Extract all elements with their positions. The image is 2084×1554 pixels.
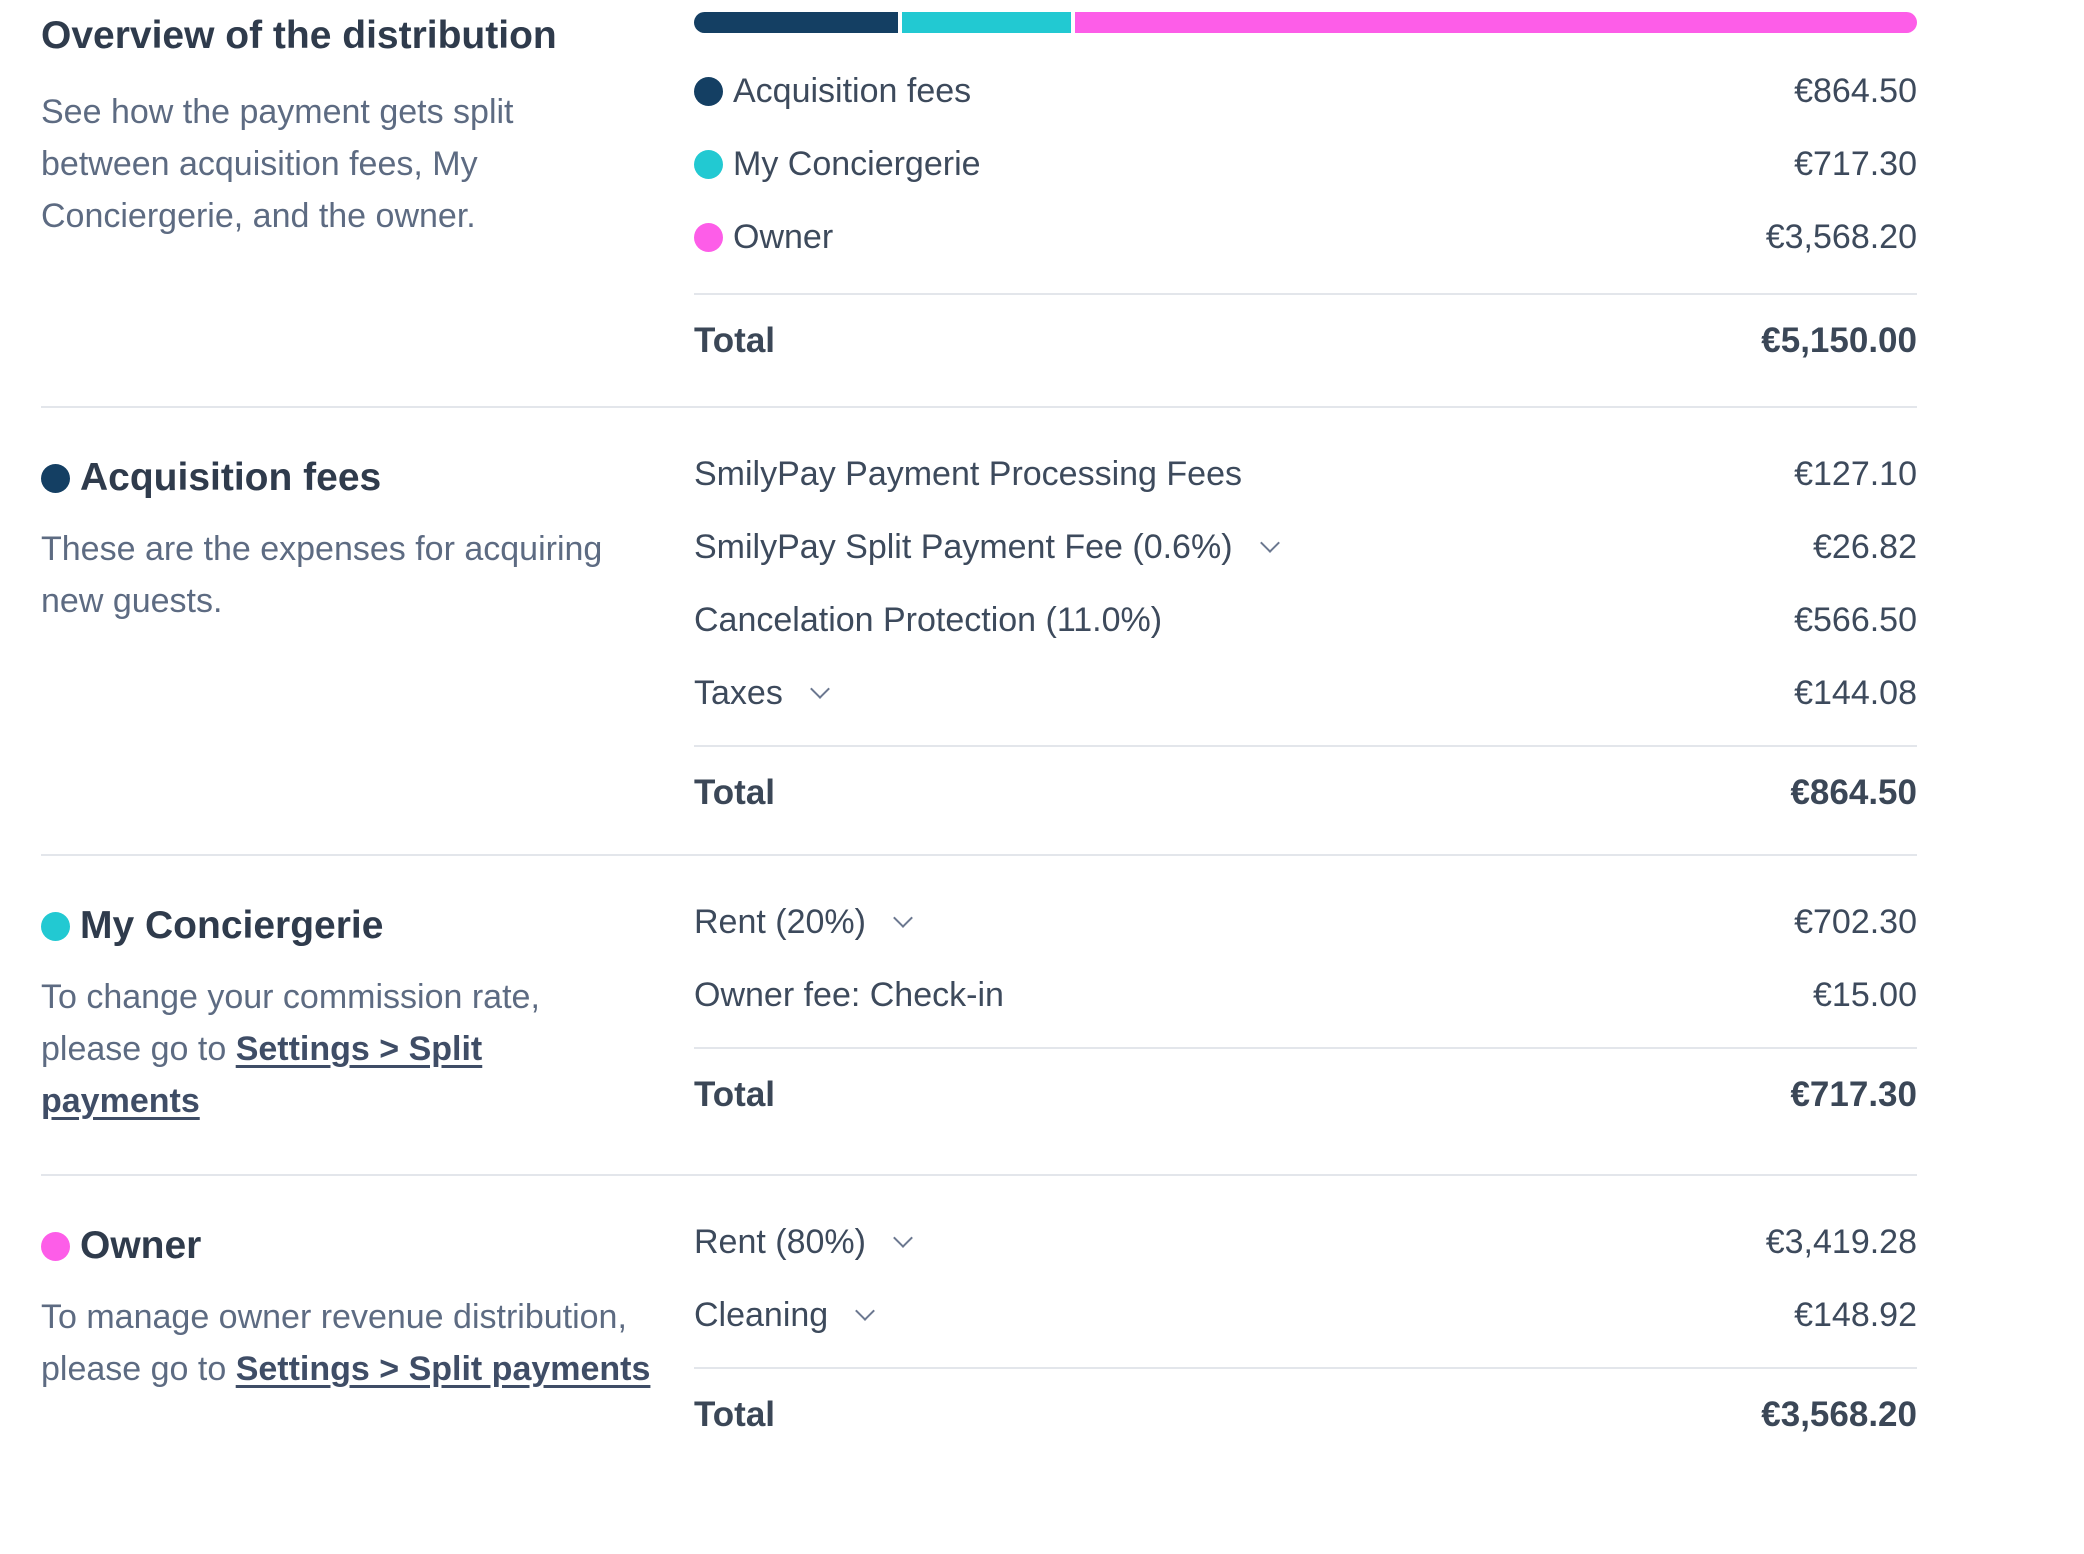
acquisition-section: Acquisition fees These are the expenses … xyxy=(41,406,1917,856)
concierge-row-label: Rent (20%) xyxy=(694,903,866,941)
acquisition-dot-icon xyxy=(694,77,723,106)
acquisition-row-label: SmilyPay Split Payment Fee (0.6%) xyxy=(694,528,1233,566)
overview-title: Overview of the distribution xyxy=(41,14,557,57)
distribution-bar-owner xyxy=(1075,12,1917,33)
owner-total-label: Total xyxy=(694,1395,776,1434)
acquisition-row-label: SmilyPay Payment Processing Fees xyxy=(694,455,1242,493)
owner-description: To manage owner revenue distribution, pl… xyxy=(41,1291,661,1395)
concierge-dot-icon xyxy=(694,150,723,179)
owner-intro: Owner To manage owner revenue distributi… xyxy=(41,1222,661,1395)
owner-row[interactable]: Rent (80%) €3,419.28 xyxy=(694,1206,1917,1279)
acquisition-title: Acquisition fees xyxy=(41,454,661,502)
overview-row-amount: €864.50 xyxy=(1794,72,1917,110)
concierge-section: My Conciergerie To change your commissio… xyxy=(41,854,1917,1176)
overview-total-row: Total €5,150.00 xyxy=(694,293,1917,387)
chevron-down-icon[interactable] xyxy=(809,678,830,699)
distribution-bar-acquisition xyxy=(694,12,898,33)
split-payments-settings-link[interactable]: Settings > Split payments xyxy=(235,1350,651,1388)
distribution-bar xyxy=(694,12,1917,33)
owner-total-row: Total €3,568.20 xyxy=(694,1367,1917,1461)
overview-breakdown: Acquisition fees €864.50 My Conciergerie… xyxy=(694,0,1917,387)
acquisition-dot-icon xyxy=(41,463,70,493)
owner-row-label: Cleaning xyxy=(694,1296,829,1334)
overview-intro: Overview of the distribution See how the… xyxy=(41,12,661,242)
owner-description-text: To manage owner revenue distribution, pl… xyxy=(41,1298,627,1388)
overview-row-amount: €3,568.20 xyxy=(1765,218,1917,256)
concierge-row-amount: €702.30 xyxy=(1794,903,1917,941)
concierge-row-label: Owner fee: Check-in xyxy=(694,976,1004,1014)
acquisition-row[interactable]: SmilyPay Split Payment Fee (0.6%) €26.82 xyxy=(694,511,1917,584)
concierge-row[interactable]: Rent (20%) €702.30 xyxy=(694,886,1917,959)
concierge-total-row: Total €717.30 xyxy=(694,1047,1917,1141)
owner-section: Owner To manage owner revenue distributi… xyxy=(41,1174,1917,1514)
acquisition-total-amount: €864.50 xyxy=(1790,773,1917,812)
chevron-down-icon[interactable] xyxy=(855,1300,876,1321)
concierge-total-label: Total xyxy=(694,1075,776,1114)
acquisition-description: These are the expenses for acquiring new… xyxy=(41,530,603,620)
overview-total-amount: €5,150.00 xyxy=(1761,321,1917,360)
acquisition-row-label: Cancelation Protection (11.0%) xyxy=(694,601,1163,639)
owner-dot-icon xyxy=(694,223,723,252)
acquisition-intro: Acquisition fees These are the expenses … xyxy=(41,454,661,627)
overview-description: See how the payment gets split between a… xyxy=(41,93,514,235)
concierge-breakdown: Rent (20%) €702.30 Owner fee: Check-in €… xyxy=(694,886,1917,1141)
overview-section: Overview of the distribution See how the… xyxy=(41,0,1917,408)
owner-dot-icon xyxy=(41,1231,70,1261)
owner-breakdown: Rent (80%) €3,419.28 Cleaning €148.92 To… xyxy=(694,1206,1917,1461)
overview-row-owner: Owner €3,568.20 xyxy=(694,201,1917,274)
acquisition-title-text: Acquisition fees xyxy=(80,456,382,499)
chevron-down-icon[interactable] xyxy=(893,907,913,928)
owner-row-amount: €148.92 xyxy=(1794,1296,1917,1334)
concierge-intro: My Conciergerie To change your commissio… xyxy=(41,902,661,1127)
acquisition-row[interactable]: Taxes €144.08 xyxy=(694,657,1917,730)
acquisition-row-amount: €144.08 xyxy=(1794,674,1917,712)
acquisition-breakdown: SmilyPay Payment Processing Fees €127.10… xyxy=(694,438,1917,839)
concierge-dot-icon xyxy=(41,911,70,941)
split-payments-settings-link[interactable]: Settings > Split payments xyxy=(41,1030,483,1120)
acquisition-row-label: Taxes xyxy=(694,674,783,712)
owner-title: Owner xyxy=(41,1222,661,1270)
owner-row-label: Rent (80%) xyxy=(694,1223,866,1261)
overview-row-label: Owner xyxy=(733,218,834,256)
owner-row[interactable]: Cleaning €148.92 xyxy=(694,1279,1917,1352)
owner-title-text: Owner xyxy=(80,1224,202,1267)
acquisition-row-amount: €566.50 xyxy=(1794,601,1917,639)
concierge-total-amount: €717.30 xyxy=(1790,1075,1917,1114)
acquisition-row-amount: €26.82 xyxy=(1813,528,1917,566)
overview-row-amount: €717.30 xyxy=(1794,145,1917,183)
concierge-row: Owner fee: Check-in €15.00 xyxy=(694,959,1917,1032)
concierge-title: My Conciergerie xyxy=(41,902,661,950)
overview-total-label: Total xyxy=(694,321,776,360)
acquisition-total-label: Total xyxy=(694,773,776,812)
chevron-down-icon[interactable] xyxy=(1259,532,1280,553)
overview-row-concierge: My Conciergerie €717.30 xyxy=(694,128,1917,201)
overview-row-label: My Conciergerie xyxy=(733,145,981,183)
concierge-row-amount: €15.00 xyxy=(1813,976,1917,1014)
acquisition-row-amount: €127.10 xyxy=(1794,455,1917,493)
acquisition-row: Cancelation Protection (11.0%) €566.50 xyxy=(694,584,1917,657)
acquisition-total-row: Total €864.50 xyxy=(694,745,1917,839)
owner-total-amount: €3,568.20 xyxy=(1761,1395,1917,1434)
concierge-description-text: To change your commission rate, please g… xyxy=(41,978,540,1068)
concierge-description: To change your commission rate, please g… xyxy=(41,971,621,1127)
overview-row-label: Acquisition fees xyxy=(733,72,972,110)
owner-row-amount: €3,419.28 xyxy=(1765,1223,1917,1261)
acquisition-row: SmilyPay Payment Processing Fees €127.10 xyxy=(694,438,1917,511)
chevron-down-icon[interactable] xyxy=(893,1227,913,1248)
overview-row-acquisition: Acquisition fees €864.50 xyxy=(694,55,1917,128)
distribution-bar-concierge xyxy=(902,12,1071,33)
concierge-title-text: My Conciergerie xyxy=(80,904,384,947)
